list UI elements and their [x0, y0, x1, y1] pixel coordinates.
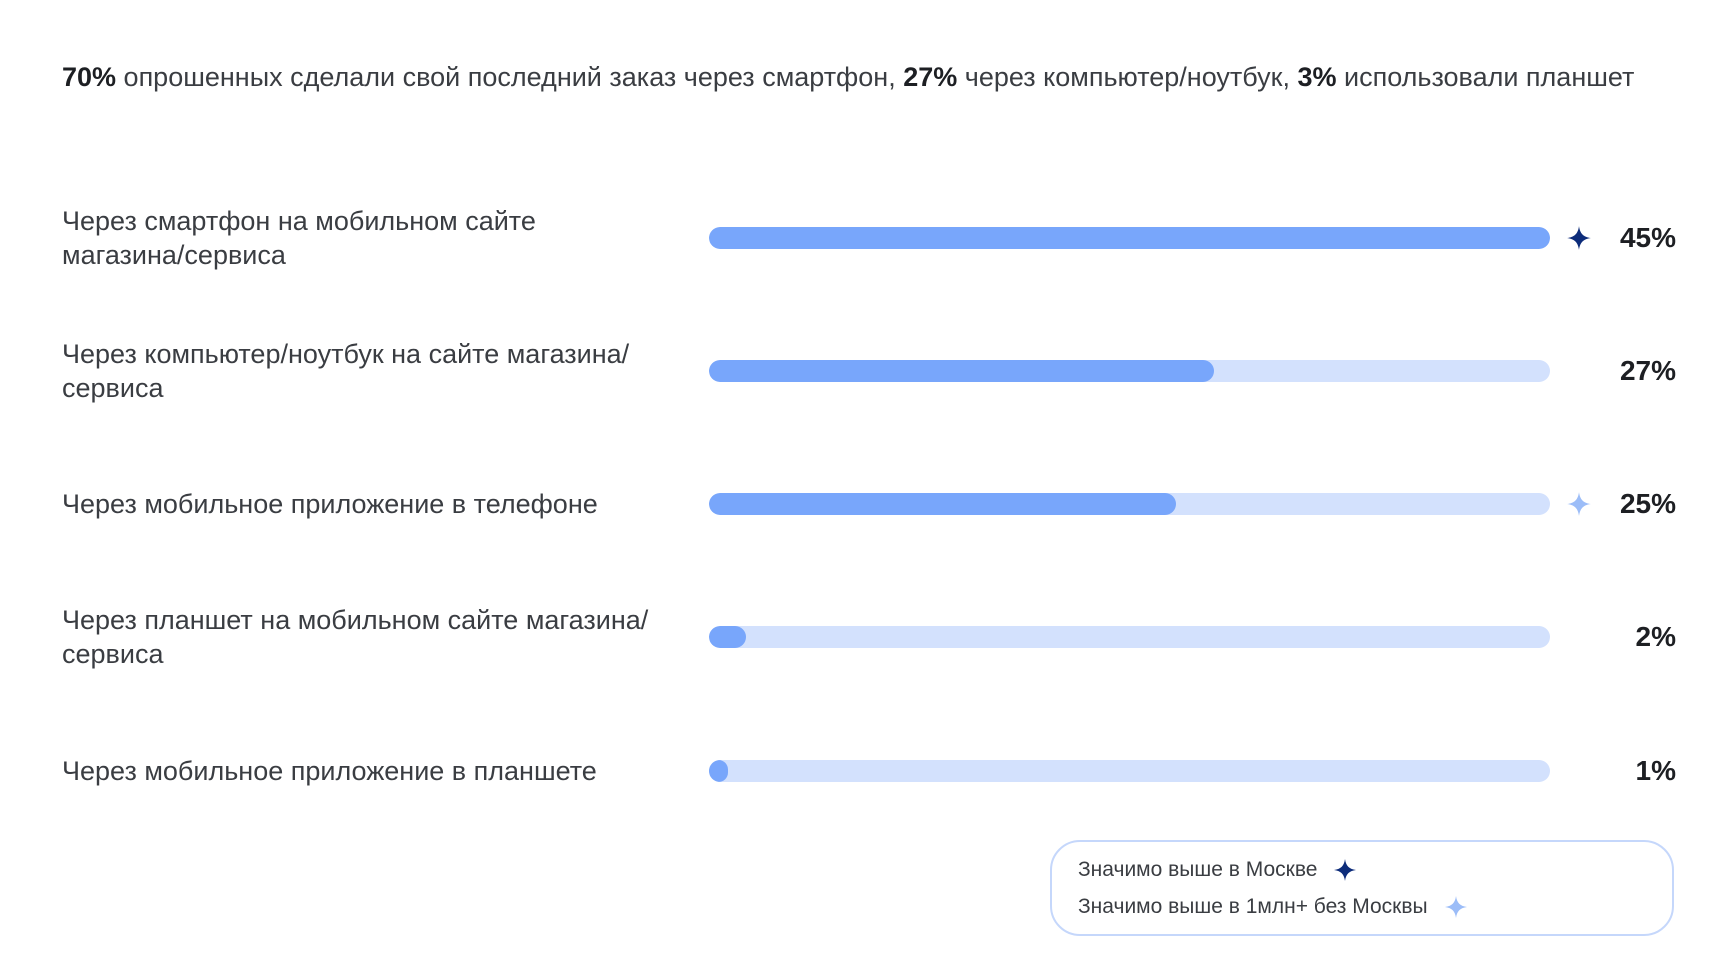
bar-label: Через планшет на мобильном сайте магазин… [62, 605, 649, 669]
headline-smartphone-pct: 70% [62, 62, 117, 92]
bar-value-label: 45% [1619, 222, 1676, 253]
legend-item-moscow: Значимо выше в Москве [1078, 858, 1357, 882]
bar-row: Через мобильное приложение в телефоне 25% [0, 454, 1726, 554]
bar-track [709, 227, 1550, 249]
star-light-icon [1444, 896, 1467, 918]
headline-smartphone-text: опрошенных сделали свой последний заказ … [116, 62, 904, 92]
bar-value-label: 2% [1635, 621, 1676, 652]
headline-tablet-pct: 3% [1297, 62, 1337, 92]
bar [709, 760, 728, 782]
bar-track [709, 493, 1550, 515]
bar-track [709, 760, 1550, 782]
star-dark-icon [1567, 226, 1591, 250]
headline-tablet-text: использовали планшет [1336, 62, 1635, 92]
legend: Значимо выше в Москве Значимо выше в 1мл… [1050, 840, 1674, 936]
star-light-icon [1567, 492, 1591, 516]
bar-row: Через компьютер/ноутбук на сайте магазин… [0, 321, 1726, 421]
headline-computer-pct: 27% [903, 62, 958, 92]
star-dark-icon [1334, 859, 1357, 881]
bar-track [709, 360, 1550, 382]
legend-label-moscow: Значимо выше в Москве [1078, 858, 1318, 881]
bar-row: Через планшет на мобильном сайте магазин… [0, 587, 1726, 687]
bar [709, 493, 1177, 515]
legend-item-million: Значимо выше в 1млн+ без Москвы [1078, 895, 1468, 919]
bar-value-label: 27% [1619, 355, 1676, 386]
headline-computer-text: через компьютер/ноутбук, [957, 62, 1298, 92]
bar-track [709, 626, 1550, 648]
bar-value-label: 25% [1619, 488, 1676, 519]
bar-label: Через компьютер/ноутбук на сайте магазин… [62, 339, 630, 403]
bar-label: Через мобильное приложение в планшете [62, 756, 597, 786]
headline: 70% опрошенных сделали свой последний за… [62, 58, 1682, 96]
bar-row: Через мобильное приложение в планшете 1% [0, 721, 1726, 821]
bar-row: Через смартфон на мобильном сайте магази… [0, 188, 1726, 288]
bar-label: Через мобильное приложение в телефоне [62, 489, 598, 519]
bar [709, 626, 747, 648]
bar [709, 227, 1550, 249]
bar-label: Через смартфон на мобильном сайте магази… [62, 206, 536, 270]
bar-value-label: 1% [1635, 755, 1676, 786]
bar [709, 360, 1214, 382]
legend-label-million: Значимо выше в 1млн+ без Москвы [1078, 895, 1428, 918]
